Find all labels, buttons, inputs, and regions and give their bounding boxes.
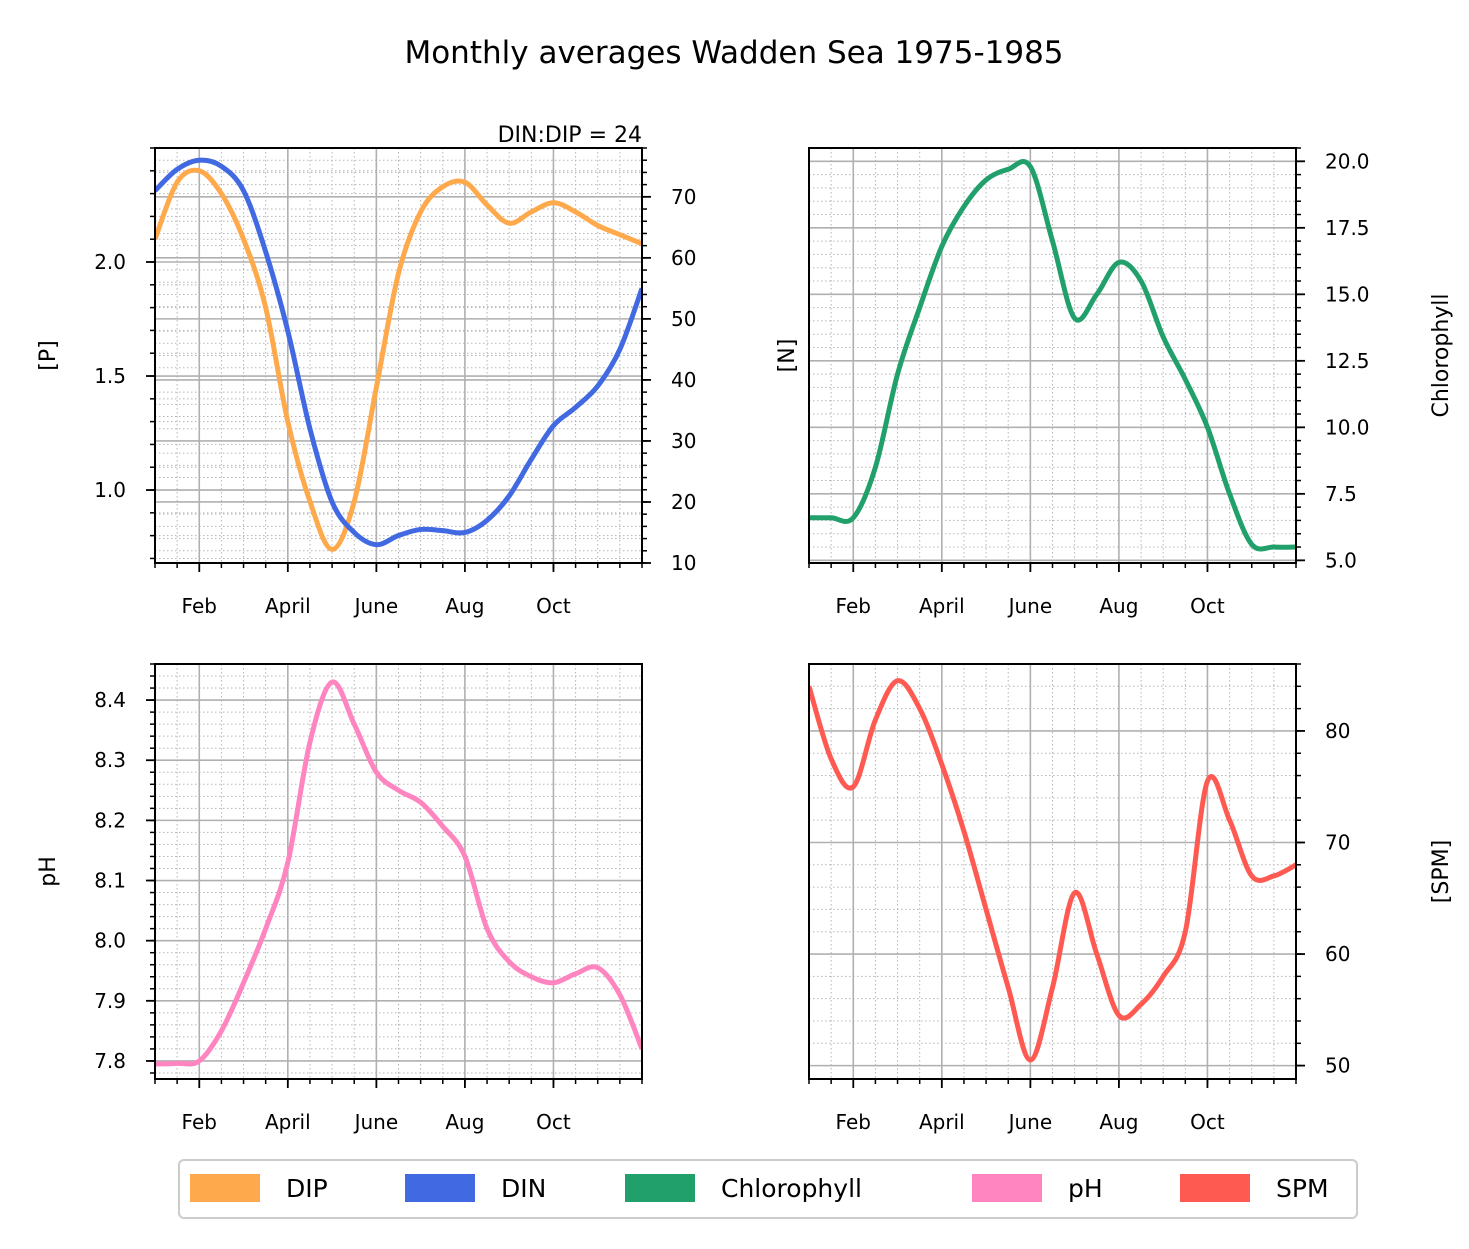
y-tick-label: 1.0	[94, 478, 126, 502]
y2-axis-label: Chlorophyll	[1429, 293, 1454, 417]
x-tick-label: Oct	[536, 594, 571, 618]
y-tick-label: 5.0	[1325, 548, 1357, 572]
y-tick-label: 30	[671, 429, 696, 453]
major-grid	[809, 664, 1296, 1079]
series-group	[809, 159, 1296, 552]
legend-label: DIN	[501, 1174, 546, 1203]
legend: DIP DIN Chlorophyll pH SPM	[178, 1159, 1358, 1219]
x-tick-label: Oct	[1190, 594, 1225, 618]
x-tick-label: April	[265, 594, 311, 618]
y-tick-label: 60	[671, 246, 696, 270]
series-line-ph	[155, 679, 642, 1067]
series-group	[809, 678, 1296, 1063]
ratio-annotation: DIN:DIP = 24	[498, 123, 642, 148]
x-tick-label: April	[919, 594, 965, 618]
y-tick-label: 10	[671, 551, 696, 575]
series-group	[155, 157, 642, 552]
y-tick-label: 7.5	[1325, 482, 1357, 506]
y-tick-label: 40	[671, 368, 696, 392]
y-tick-label: 20.0	[1325, 149, 1370, 173]
x-tick-label: Feb	[836, 594, 871, 618]
series-line-chlorophyll	[809, 159, 1296, 552]
x-tick-label: April	[919, 1110, 965, 1134]
legend-label: DIP	[286, 1174, 328, 1203]
x-tick-label: June	[1007, 594, 1053, 618]
y-tick-label: 10.0	[1325, 415, 1370, 439]
legend-swatch-din	[405, 1174, 475, 1202]
y-tick-label: 8.3	[94, 748, 126, 772]
x-tick-label: June	[1007, 1110, 1053, 1134]
major-grid	[155, 664, 642, 1079]
y-tick-label: 2.0	[94, 250, 126, 274]
y2-axis-label: [N]	[775, 339, 800, 373]
y-axis-label: [P]	[36, 340, 61, 370]
x-tick-label: Oct	[1190, 1110, 1225, 1134]
legend-swatch-dip	[190, 1174, 260, 1202]
plot-frame	[154, 147, 643, 564]
major-grid	[155, 148, 642, 563]
minor-grid	[809, 664, 1296, 1079]
figure-title: Monthly averages Wadden Sea 1975-1985	[404, 35, 1063, 71]
x-tick-label: Feb	[182, 594, 217, 618]
y-tick-label: 70	[671, 185, 696, 209]
x-tick-label: Oct	[536, 1110, 571, 1134]
legend-label: Chlorophyll	[721, 1174, 862, 1203]
y-tick-label: 8.4	[94, 688, 126, 712]
y2-axis-label: [SPM]	[1429, 840, 1454, 903]
y-tick-label: 60	[1325, 942, 1350, 966]
legend-swatch-ph	[972, 1174, 1042, 1202]
y-tick-label: 7.8	[94, 1049, 126, 1073]
y-tick-label: 8.1	[94, 869, 126, 893]
panel-nutrients: Feb April June Aug Oct 1.0 1.5 2.0 10 20 30 40 50 60 7…	[36, 123, 800, 618]
legend-swatch-spm	[1180, 1174, 1250, 1202]
y-tick-label: 1.5	[94, 364, 126, 388]
minor-grid	[809, 148, 1296, 563]
panel-chlorophyll: Feb April June Aug Oct 5.0 7.5 10.0 12.5 15.0 17.5…	[808, 147, 1454, 618]
x-tick-label: Aug	[1099, 594, 1138, 618]
y-tick-label: 17.5	[1325, 216, 1370, 240]
panel-spm: Feb April June Aug Oct 50 60 70 80 [SPM]	[808, 663, 1454, 1134]
y-tick-label: 50	[671, 307, 696, 331]
series-line-din	[155, 157, 642, 548]
x-tick-label: Feb	[836, 1110, 871, 1134]
legend-label: pH	[1068, 1174, 1103, 1203]
y-tick-label: 80	[1325, 719, 1350, 743]
series-group	[155, 679, 642, 1067]
series-line-dip	[155, 167, 642, 552]
x-tick-label: Aug	[445, 1110, 484, 1134]
legend-swatch-chlorophyll	[625, 1174, 695, 1202]
x-tick-label: Aug	[1099, 1110, 1138, 1134]
y-tick-label: 70	[1325, 830, 1350, 854]
x-tick-label: June	[353, 1110, 399, 1134]
y-tick-label: 15.0	[1325, 282, 1370, 306]
x-tick-label: Aug	[445, 594, 484, 618]
legend-label: SPM	[1276, 1174, 1329, 1203]
plot-frame	[154, 663, 643, 1080]
series-line-spm	[809, 678, 1296, 1063]
plots: Feb April June Aug Oct 1.0 1.5 2.0 10 20 30 40 50 60 7…	[36, 123, 1454, 1134]
x-tick-label: June	[353, 594, 399, 618]
y-tick-label: 12.5	[1325, 349, 1370, 373]
y-tick-label: 50	[1325, 1054, 1350, 1078]
x-tick-label: Feb	[182, 1110, 217, 1134]
y-tick-label: 8.2	[94, 808, 126, 832]
plot-frame	[808, 147, 1297, 564]
y-axis-label: pH	[36, 856, 61, 887]
y-tick-label: 8.0	[94, 929, 126, 953]
y-tick-label: 7.9	[94, 989, 126, 1013]
x-tick-label: April	[265, 1110, 311, 1134]
major-grid	[809, 148, 1296, 563]
y-tick-label: 20	[671, 490, 696, 514]
plot-frame	[808, 663, 1297, 1080]
panel-ph: Feb April June Aug Oct 7.8 7.9 8.0 8.1 8.2 8.3 8.4 p…	[36, 663, 643, 1134]
